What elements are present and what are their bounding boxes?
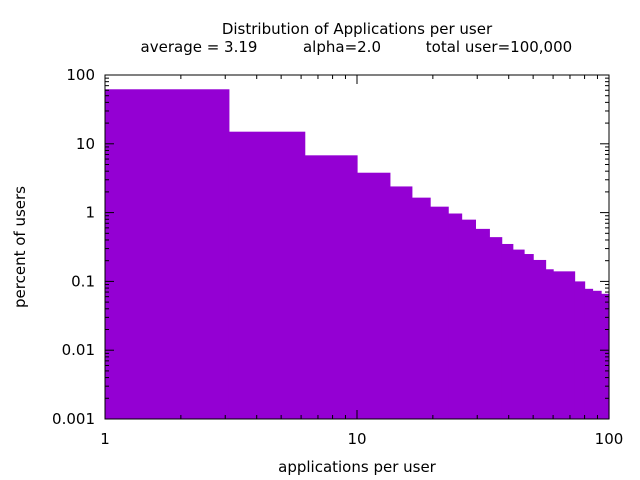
chart-subtitle-average: average = 3.19 [141,38,258,56]
x-axis-label: applications per user [278,458,437,476]
bar-step-14 [533,259,547,419]
y-tick-label: 0.01 [62,341,95,359]
bar-step-16 [553,271,576,419]
bar-step-11 [501,243,514,419]
y-tick-label: 10 [76,135,95,153]
x-tick-label: 1 [100,430,110,448]
bar-step-8 [461,219,476,419]
bar-step-12 [512,249,525,419]
bar-step-1 [228,131,306,419]
bar-step-5 [411,197,431,419]
x-tick-label: 100 [595,430,624,448]
chart-subtitle-alpha: alpha=2.0 [303,38,381,56]
bars-group [105,89,610,420]
bar-step-2 [304,155,358,420]
y-tick-label: 0.001 [52,410,95,428]
bar-step-7 [448,213,463,419]
chart-title: Distribution of Applications per user [222,20,493,38]
y-tick-label: 100 [66,66,95,84]
bar-step-3 [357,172,391,419]
bar-step-9 [475,228,490,419]
bar-step-18 [584,288,594,419]
bar-step-0 [105,89,230,420]
bar-step-19 [592,290,602,419]
ticks-group [104,74,610,420]
bar-step-10 [489,237,503,419]
y-axis-label: percent of users [11,186,29,308]
y-tick-label: 0.1 [71,272,95,290]
tick-labels-group: 0.001 0.01 0.1 1 10 100 1 10 100 [52,66,623,448]
y-tick-label: 1 [85,204,95,222]
bar-step-4 [389,186,413,419]
bar-step-17 [574,281,586,419]
bar-step-15 [545,269,554,419]
bar-step-6 [430,206,449,419]
x-tick-label: 10 [347,430,366,448]
bar-step-13 [524,254,534,419]
chart-subtitle-total: total user=100,000 [426,38,572,56]
